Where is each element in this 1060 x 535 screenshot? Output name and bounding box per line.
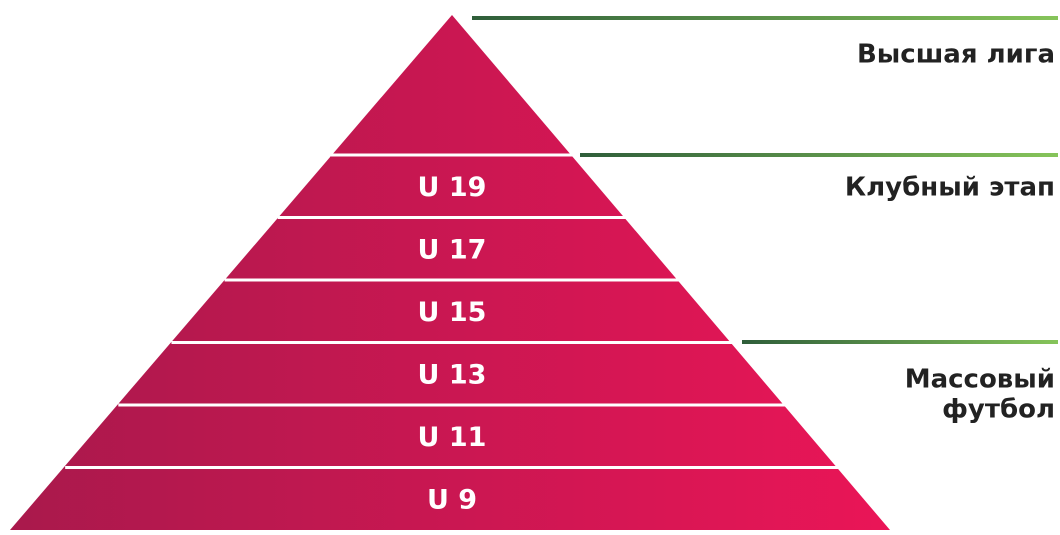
level-label: U 19	[418, 172, 487, 203]
stage-label: Массовый	[905, 365, 1055, 395]
level-label: U 11	[418, 422, 487, 453]
level-label: U 13	[418, 359, 487, 390]
stage-label: Клубный этап	[845, 173, 1055, 203]
level-label: U 15	[418, 297, 487, 328]
stage-label: футбол	[942, 395, 1055, 425]
divider-line	[472, 16, 1058, 20]
stage-label: Высшая лига	[857, 40, 1055, 70]
divider-line	[580, 153, 1058, 157]
divider-line	[742, 340, 1058, 344]
pyramid	[10, 15, 890, 530]
level-label: U 17	[418, 234, 487, 265]
level-label: U 9	[427, 484, 477, 515]
